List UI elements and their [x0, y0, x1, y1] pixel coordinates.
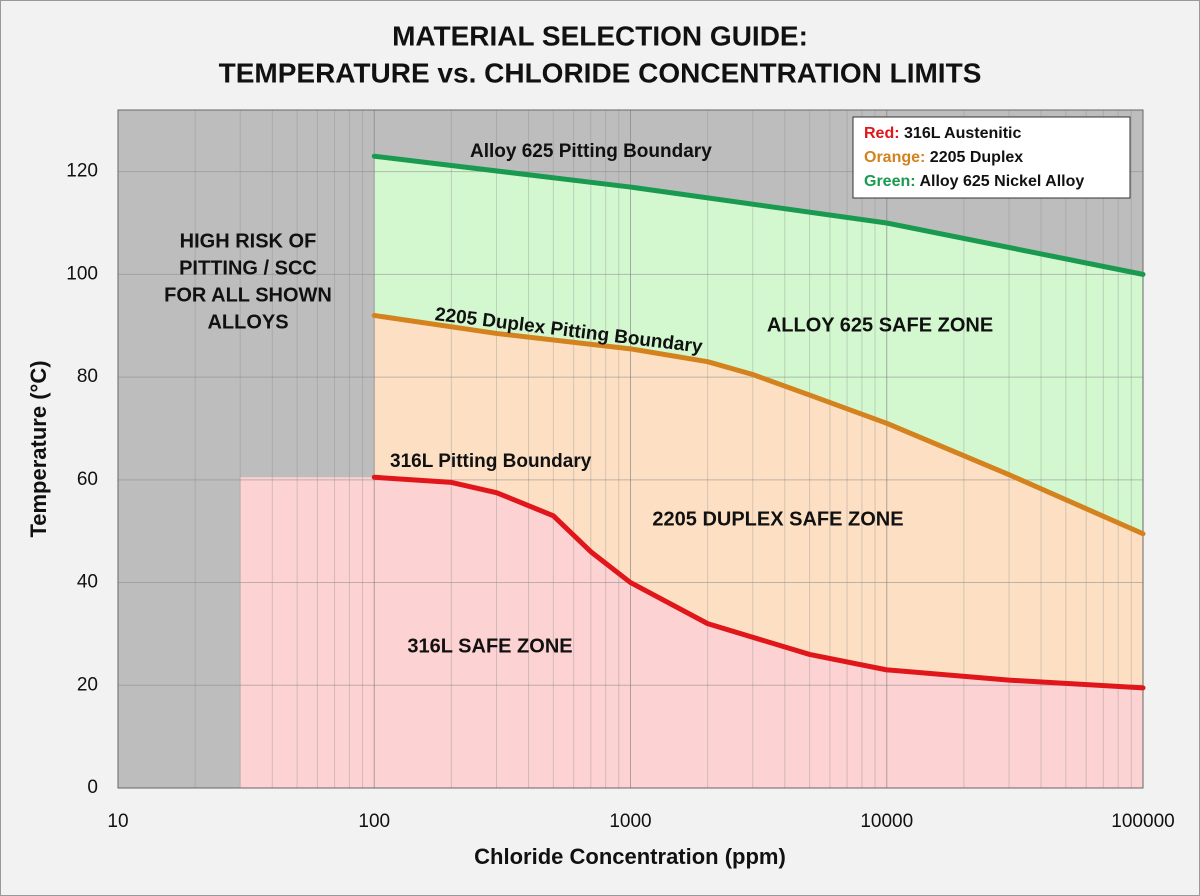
legend: Red: 316L Austenitic Orange: 2205 Duplex G…: [852, 116, 1131, 199]
y-tick-label: 120: [66, 161, 98, 182]
x-tick-label: 10000: [860, 811, 913, 832]
y-tick-label: 40: [77, 572, 98, 593]
legend-name: 316L Austenitic: [904, 125, 1021, 142]
plot-frame: [117, 109, 1144, 789]
boundary-line: [371, 474, 1146, 691]
legend-box: [852, 116, 1131, 199]
y-tick-label: 80: [77, 366, 98, 387]
risk-label: FOR ALL SHOWN: [164, 284, 332, 306]
legend-name: 2205 Duplex: [930, 149, 1023, 166]
y-tick-label: 20: [77, 674, 98, 695]
chart-title: MATERIAL SELECTION GUIDE:: [392, 20, 808, 51]
zone-label: ALLOY 625 SAFE ZONE: [767, 314, 993, 336]
y-tick-label: 100: [66, 263, 98, 284]
zone: [374, 156, 1143, 534]
x-tick-label: 100: [358, 811, 390, 832]
chart-subtitle: TEMPERATURE vs. CHLORIDE CONCENTRATION L…: [219, 57, 982, 88]
legend-entry: Green: Alloy 625 Nickel Alloy: [864, 173, 1084, 190]
legend-color-name: Green:: [864, 173, 916, 190]
x-tick-label: 1000: [609, 811, 651, 832]
x-tick-label: 10: [107, 811, 128, 832]
boundary-line: [371, 153, 1146, 277]
legend-entry: Orange: 2205 Duplex: [864, 149, 1023, 166]
zone: [374, 315, 1143, 688]
risk-label: ALLOYS: [207, 311, 288, 333]
legend-color-name: Red:: [864, 125, 900, 142]
boundary-line: [371, 312, 1146, 537]
boundary-label: Alloy 625 Pitting Boundary: [470, 141, 712, 162]
zone-label: 316L SAFE ZONE: [407, 635, 572, 657]
legend-color-name: Orange:: [864, 149, 925, 166]
y-tick-label: 60: [77, 469, 98, 490]
y-axis-label: Temperature (°C): [26, 360, 51, 537]
zone: [240, 477, 1143, 788]
legend-entry: Red: 316L Austenitic: [864, 125, 1021, 142]
y-tick-label: 0: [87, 777, 98, 798]
risk-label: PITTING / SCC: [179, 257, 317, 279]
zone-label: 2205 DUPLEX SAFE ZONE: [652, 508, 903, 530]
risk-label: HIGH RISK OF: [180, 230, 317, 252]
legend-name: Alloy 625 Nickel Alloy: [919, 173, 1084, 190]
boundary-label: 316L Pitting Boundary: [390, 451, 592, 472]
x-tick-label: 100000: [1111, 811, 1174, 832]
x-axis-label: Chloride Concentration (ppm): [474, 844, 786, 869]
